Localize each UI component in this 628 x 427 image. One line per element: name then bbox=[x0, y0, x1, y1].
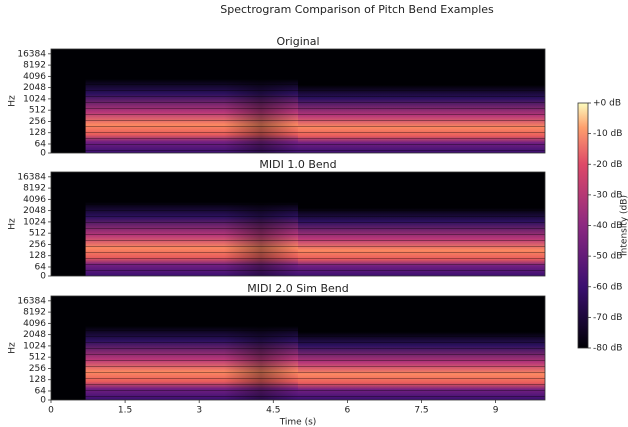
y-tick-label: 2048 bbox=[23, 83, 46, 93]
colorbar-tick-label: -40 dB bbox=[593, 221, 622, 231]
y-tick-label: 512 bbox=[29, 229, 46, 239]
colorbar-tick-label: -20 dB bbox=[593, 160, 622, 170]
colorbar-tick-label: -80 dB bbox=[593, 344, 622, 354]
y-tick-label: 0 bbox=[40, 272, 46, 282]
y-tick-label: 2048 bbox=[23, 206, 46, 216]
y-tick-label: 4096 bbox=[23, 195, 46, 205]
y-tick-label: 64 bbox=[35, 262, 47, 272]
colorbar-tick-label: +0 dB bbox=[593, 99, 621, 109]
x-tick-label: 0 bbox=[48, 406, 54, 416]
y-tick-label: 128 bbox=[29, 128, 46, 138]
y-tick-label: 16384 bbox=[17, 49, 46, 59]
y-tick-label: 128 bbox=[29, 375, 46, 385]
frame bbox=[50, 171, 546, 277]
x-tick-label: 6 bbox=[345, 406, 351, 416]
colorbar-tick-label: -70 dB bbox=[593, 313, 622, 323]
y-tick-label: 8192 bbox=[23, 184, 46, 194]
y-tick-label: 4096 bbox=[23, 72, 46, 82]
x-axis-label: Time (s) bbox=[279, 418, 317, 427]
spectrogram-shade bbox=[223, 326, 298, 400]
spectrogram-shade bbox=[85, 326, 545, 400]
colorbar-tick-label: -60 dB bbox=[593, 282, 622, 292]
frame bbox=[50, 48, 546, 154]
y-tick-label: 64 bbox=[35, 386, 47, 396]
y-tick-label: 16384 bbox=[17, 296, 46, 306]
y-tick-label: 0 bbox=[40, 149, 46, 159]
y-tick-label: 8192 bbox=[23, 308, 46, 318]
y-tick-label: 8192 bbox=[23, 61, 46, 71]
y-axis-label: Hz bbox=[8, 342, 18, 354]
y-tick-label: 256 bbox=[29, 240, 46, 250]
subplot-title: MIDI 2.0 Sim Bend bbox=[247, 282, 348, 295]
x-tick-label: 1.5 bbox=[118, 406, 132, 416]
x-tick-label: 3 bbox=[196, 406, 202, 416]
subplot-title: Original bbox=[276, 35, 319, 48]
y-tick-label: 512 bbox=[29, 353, 46, 363]
frame bbox=[50, 295, 546, 401]
colorbar-tick-label: -30 dB bbox=[593, 190, 622, 200]
y-tick-label: 0 bbox=[40, 396, 46, 406]
y-tick-label: 1024 bbox=[23, 217, 46, 227]
colorbar-tick-label: -10 dB bbox=[593, 129, 622, 139]
y-tick-label: 512 bbox=[29, 106, 46, 116]
y-tick-label: 1024 bbox=[23, 341, 46, 351]
colorbar-tick-label: -50 dB bbox=[593, 252, 622, 262]
colorbar bbox=[577, 102, 589, 349]
y-tick-label: 16384 bbox=[17, 172, 46, 182]
x-tick-label: 9 bbox=[493, 406, 499, 416]
colorbar-label: Intensity (dB) bbox=[620, 195, 628, 256]
y-axis-label: Hz bbox=[8, 95, 18, 107]
y-tick-label: 256 bbox=[29, 364, 46, 374]
x-tick-label: 4.5 bbox=[266, 406, 280, 416]
spectrogram-shade bbox=[85, 79, 545, 153]
y-tick-label: 4096 bbox=[23, 319, 46, 329]
spectrogram-shade bbox=[223, 202, 298, 276]
y-tick-label: 64 bbox=[35, 139, 47, 149]
y-tick-label: 1024 bbox=[23, 94, 46, 104]
x-tick-label: 7.5 bbox=[414, 406, 428, 416]
y-tick-label: 2048 bbox=[23, 330, 46, 340]
figure-title: Spectrogram Comparison of Pitch Bend Exa… bbox=[220, 3, 494, 16]
spectrogram-shade bbox=[223, 79, 298, 153]
y-tick-label: 128 bbox=[29, 251, 46, 261]
subplot-title: MIDI 1.0 Bend bbox=[259, 158, 336, 171]
y-tick-label: 256 bbox=[29, 117, 46, 127]
y-axis-label: Hz bbox=[8, 218, 18, 230]
spectrogram-shade bbox=[85, 202, 545, 276]
